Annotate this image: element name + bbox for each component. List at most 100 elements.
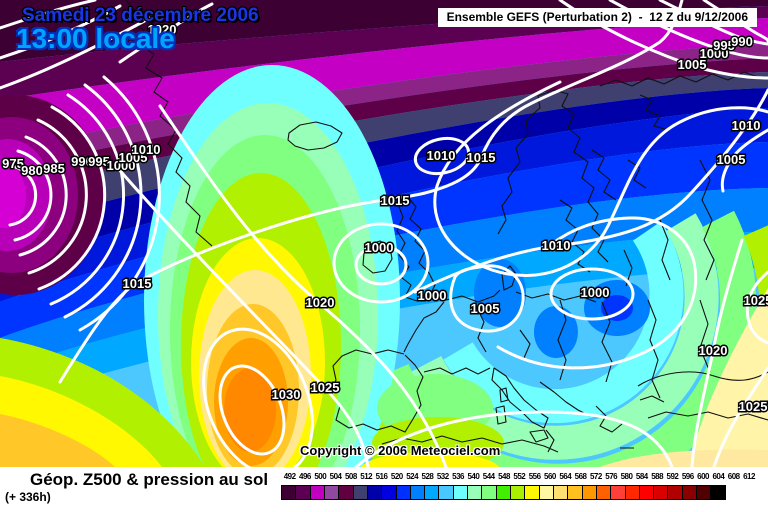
pressure-label: 1000 — [418, 288, 447, 303]
map-title: Géop. Z500 & pression au sol — [30, 470, 269, 489]
colorbar-swatch — [295, 485, 311, 500]
z500-sw-corner-bands — [0, 338, 205, 467]
colorbar-swatch — [338, 485, 354, 500]
model-run-label: Ensemble GEFS (Perturbation 2) - 12 Z du… — [437, 8, 757, 27]
pressure-label: 990 — [731, 34, 753, 49]
colorbar-swatch — [538, 485, 554, 500]
pressure-label: 1020 — [699, 343, 728, 358]
pressure-label: 1010 — [542, 238, 571, 253]
colorbar-value: 608 — [727, 472, 740, 481]
colorbar-value: 544 — [482, 472, 495, 481]
colorbar-value: 584 — [635, 472, 648, 481]
colorbar-swatch — [567, 485, 583, 500]
colorbar-value: 536 — [452, 472, 465, 481]
colorbar-swatch — [495, 485, 511, 500]
pressure-label: 1005 — [678, 57, 707, 72]
colorbar-swatch — [366, 485, 383, 500]
colorbar-value: 604 — [712, 472, 725, 481]
colorbar-swatch — [281, 485, 297, 500]
pressure-label: 990 — [71, 154, 93, 169]
pressure-label: 1025 — [744, 293, 768, 308]
colorbar-swatch — [624, 485, 640, 500]
colorbar-value: 496 — [299, 472, 311, 481]
colorbar-swatch — [653, 485, 669, 500]
colorbar-swatch — [524, 485, 540, 500]
coastlines — [125, 0, 768, 453]
z500-blue-pockets — [474, 259, 650, 358]
pressure-label: 1010 — [132, 142, 161, 157]
pressure-label: 1015 — [123, 276, 152, 291]
colorbar-value: 568 — [574, 472, 587, 481]
colorbar-value: 524 — [406, 472, 419, 481]
colorbar-swatch — [610, 485, 626, 500]
pressure-label: 1000 — [107, 158, 136, 173]
forecast-hour: (+ 336h) — [5, 490, 51, 504]
z500-se-pale-yellow — [688, 288, 768, 467]
colorbar-value: 548 — [498, 472, 510, 481]
colorbar-swatch — [467, 485, 483, 500]
colorbar-value: 588 — [651, 472, 664, 481]
pressure-label: 1010 — [732, 118, 761, 133]
pressure-label: 975 — [2, 156, 24, 171]
colorbar-swatch — [595, 485, 612, 500]
colorbar-swatch — [638, 485, 655, 500]
colorbar-swatch — [323, 485, 340, 500]
colorbar-swatch — [438, 485, 454, 500]
colorbar-value: 504 — [329, 472, 342, 481]
pressure-label: 1025 — [311, 380, 340, 395]
colorbar-value: 596 — [681, 472, 694, 481]
colorbar-value: 492 — [283, 472, 296, 481]
colorbar-value: 564 — [559, 472, 572, 481]
colorbar-swatches — [281, 485, 758, 500]
colorbar-value: 560 — [544, 472, 556, 481]
colorbar-value: 580 — [620, 472, 633, 481]
colorbar-value: 576 — [605, 472, 618, 481]
pressure-label: 1005 — [717, 152, 746, 167]
pressure-label: 1005 — [119, 150, 148, 165]
pressure-label: 995 — [88, 154, 110, 169]
legend-strip: Géop. Z500 & pression au sol (+ 336h) 49… — [0, 467, 768, 512]
colorbar-value: 532 — [436, 472, 449, 481]
pressure-label: 1010 — [427, 148, 456, 163]
colorbar-value: 528 — [421, 472, 434, 481]
colorbar-swatch — [481, 485, 497, 500]
colorbar-swatch — [581, 485, 597, 500]
colorbar-swatch — [681, 485, 698, 500]
colorbar-value: 612 — [743, 472, 755, 481]
pressure-label: 1020 — [306, 295, 335, 310]
pressure-label: 1000 — [365, 240, 394, 255]
colorbar-swatch — [696, 485, 712, 500]
colorbar-swatch — [309, 485, 325, 500]
colorbar-value: 552 — [513, 472, 526, 481]
pressure-label: 1015 — [381, 193, 410, 208]
pressure-label: 1000 — [700, 46, 729, 61]
copyright-text: Copyright © 2006 Meteociel.com — [300, 443, 501, 458]
pressure-label: 1015 — [467, 150, 496, 165]
colorbar-value: 572 — [589, 472, 602, 481]
pressure-label: 1005 — [471, 301, 500, 316]
pressure-label: 1020 — [148, 22, 177, 37]
colorbar-value: 592 — [666, 472, 679, 481]
map-canvas: 1020 975 980 985 990 995 1000 1005 1010 1015 1010 1… — [0, 0, 768, 467]
pressure-label: 980 — [21, 163, 43, 178]
pressure-label: 1000 — [581, 285, 610, 300]
colorbar-swatch — [352, 485, 368, 500]
colorbar-swatch — [424, 485, 440, 500]
colorbar-swatch — [667, 485, 683, 500]
colorbar-swatch — [381, 485, 397, 500]
pressure-label: 995 — [713, 38, 735, 53]
colorbar-value: 540 — [467, 472, 480, 481]
colorbar-value: 508 — [344, 472, 357, 481]
colorbar: 492 496 500 504 508 512 516 520 524 528 532 536 540 5… — [281, 472, 758, 500]
colorbar-value: 600 — [697, 472, 710, 481]
colorbar-swatch — [409, 485, 426, 500]
z500-se-cream — [600, 449, 768, 467]
colorbar-values: 492 496 500 504 508 512 516 520 524 528 532 536 540 5… — [282, 472, 758, 482]
colorbar-swatch — [452, 485, 469, 500]
pressure-label: 1030 — [272, 387, 301, 402]
colorbar-swatch — [552, 485, 569, 500]
colorbar-swatch — [510, 485, 526, 500]
